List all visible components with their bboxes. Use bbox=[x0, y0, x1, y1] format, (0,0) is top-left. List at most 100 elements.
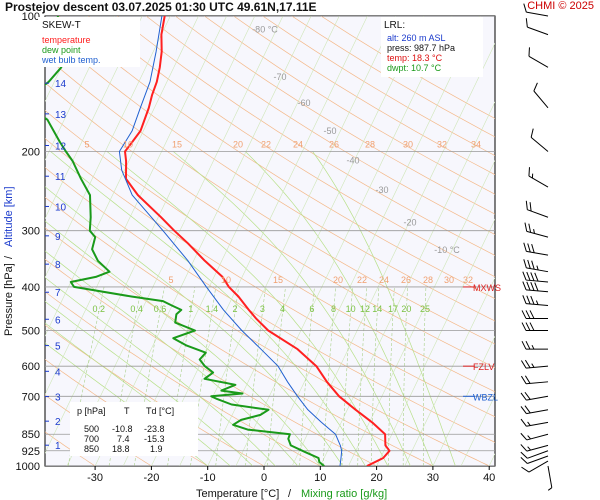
theta-label: -80 °C bbox=[252, 25, 278, 35]
wind-barb-flag bbox=[526, 271, 531, 281]
table-cell: 1.9 bbox=[150, 444, 163, 454]
wind-barb-flag bbox=[534, 272, 539, 282]
wind-barb-flag bbox=[522, 271, 527, 281]
wind-barb-flag bbox=[522, 281, 527, 291]
wind-barb bbox=[521, 460, 549, 473]
wind-barb bbox=[525, 200, 549, 218]
wind-barb bbox=[522, 281, 549, 293]
table-header-td: Td [°C] bbox=[146, 406, 174, 416]
isotherm bbox=[235, 16, 453, 466]
wind-barb bbox=[530, 128, 549, 152]
x-tick-label: -20 bbox=[143, 472, 159, 484]
adiabat-label: 28 bbox=[423, 275, 433, 285]
theta-label: -60 bbox=[297, 98, 310, 108]
wind-barb-flag bbox=[529, 322, 535, 331]
alt-tick-label: 4 bbox=[55, 367, 61, 378]
mixing-ratio-label: 25 bbox=[420, 304, 430, 314]
wind-barb-flag bbox=[523, 3, 527, 13]
p-tick-label: 600 bbox=[22, 361, 40, 373]
alt-tick-label: 3 bbox=[55, 393, 61, 404]
wind-barb-staff bbox=[530, 136, 549, 152]
lrl-temp: temp: 18.3 °C bbox=[387, 53, 443, 63]
adiabat-label: 22 bbox=[357, 275, 367, 285]
wind-barb-flag bbox=[520, 406, 527, 414]
dry-adiabat bbox=[45, 82, 495, 368]
wind-barb-flag bbox=[526, 295, 531, 305]
adiabat-label: 15 bbox=[273, 275, 283, 285]
p-tick-label: 400 bbox=[22, 282, 40, 294]
wind-barb-flag bbox=[528, 223, 532, 233]
p-tick-label: 925 bbox=[22, 446, 40, 458]
theta-label: -10 °C bbox=[434, 245, 460, 255]
wind-barb-flag bbox=[527, 259, 531, 269]
wind-barb-half bbox=[535, 300, 539, 305]
wind-barb bbox=[522, 271, 549, 283]
wind-barb-flag bbox=[527, 243, 531, 253]
mixing-ratio-label: 6 bbox=[309, 304, 314, 314]
mixing-ratio-label: 14 bbox=[372, 304, 382, 314]
wind-barb-flag bbox=[521, 340, 527, 350]
theta-label: -40 bbox=[346, 156, 359, 166]
table-cell: 18.8 bbox=[112, 444, 130, 454]
mixing-ratio-label: 8 bbox=[331, 304, 336, 314]
wind-barb bbox=[528, 167, 549, 188]
adiabat-label: 22 bbox=[261, 139, 271, 149]
wind-barb bbox=[521, 340, 548, 350]
dry-adiabat bbox=[175, 16, 495, 215]
dry-adiabat bbox=[87, 16, 495, 278]
dry-adiabat bbox=[45, 110, 495, 393]
x-tick-label: 40 bbox=[483, 472, 495, 484]
legend-box: SKEW-T temperature dew point wet bulb te… bbox=[38, 17, 140, 67]
chart-title: Prostejov descent 03.07.2025 01:30 UTC 4… bbox=[5, 0, 317, 14]
wind-barb-flag bbox=[520, 375, 527, 384]
isotherm bbox=[45, 16, 171, 278]
wind-barb-flag bbox=[525, 18, 528, 28]
table-cell: 500 bbox=[84, 424, 99, 434]
adiabat-label: 26 bbox=[401, 275, 411, 285]
wind-barb bbox=[521, 322, 548, 332]
isotherm bbox=[94, 16, 312, 466]
mixing-ratio-label: 0.4 bbox=[130, 304, 143, 314]
x-tick-label: 0 bbox=[261, 472, 267, 484]
alt-tick-label: 7 bbox=[55, 288, 61, 299]
wind-barb-staff bbox=[526, 11, 549, 17]
wind-barb bbox=[524, 222, 549, 238]
mixing-ratio-label: 1 bbox=[188, 304, 193, 314]
mixing-ratio-label: 20 bbox=[401, 304, 411, 314]
adiabat-label: 5 bbox=[84, 139, 89, 149]
p-tick-label: 1000 bbox=[16, 461, 40, 473]
wind-barb-staff bbox=[526, 230, 549, 238]
wind-barb-half bbox=[527, 435, 531, 440]
profile-dew-point bbox=[45, 16, 325, 466]
isotherm bbox=[263, 16, 481, 466]
wind-barb-flag bbox=[530, 272, 535, 281]
alt-tick-label: 8 bbox=[55, 260, 61, 271]
wind-barb bbox=[523, 242, 549, 256]
wind-barb bbox=[520, 418, 549, 427]
y-axis-title-pressure: Pressure [hPa] bbox=[3, 263, 15, 336]
wind-barb-flag bbox=[520, 360, 527, 369]
x-tick-label: 10 bbox=[314, 472, 326, 484]
isotherm bbox=[207, 16, 424, 466]
isotherm bbox=[151, 16, 368, 466]
wind-barb-flag bbox=[529, 310, 535, 319]
mixing-ratio-label: 3 bbox=[260, 304, 265, 314]
wind-barb bbox=[523, 259, 549, 273]
alt-tick-label: 9 bbox=[55, 232, 61, 243]
wind-barb-flag bbox=[522, 295, 527, 304]
x-tick-label: 20 bbox=[370, 472, 382, 484]
profile-wet-bulb-temp- bbox=[118, 16, 343, 466]
wind-barb-staff bbox=[526, 444, 549, 452]
isotherm bbox=[122, 16, 340, 466]
isotherm bbox=[179, 16, 396, 466]
mixing-ratio-label: 10 bbox=[346, 304, 356, 314]
table-cell: -10.8 bbox=[112, 424, 133, 434]
isotherm bbox=[45, 16, 227, 396]
mixing-ratio-label: 4 bbox=[280, 304, 285, 314]
alt-tick-label: 2 bbox=[55, 417, 61, 428]
wind-barb-flag bbox=[520, 456, 528, 464]
table-cell: 850 bbox=[84, 444, 99, 454]
table-header-t: T bbox=[124, 406, 130, 416]
table-header-p: p [hPa] bbox=[77, 406, 106, 416]
level-table: p [hPa] T Td [°C] 500 -10.8 -23.8 700 7.… bbox=[70, 402, 198, 456]
